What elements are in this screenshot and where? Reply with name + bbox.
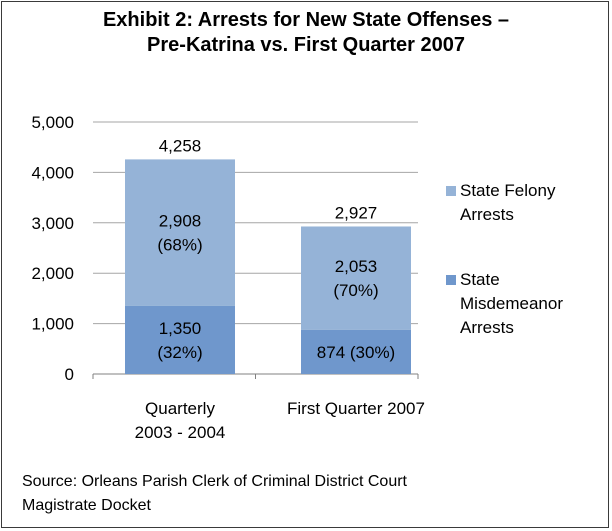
bar-segment [125,305,235,374]
x-category-label: First Quarter 2007 [287,399,425,418]
bar-data-label: (70%) [333,281,378,300]
bar-data-label: (32%) [157,343,202,362]
bar-data-label: 874 (30%) [317,343,395,362]
chart-title: Exhibit 2: Arrests for New State Offense… [0,8,612,58]
y-tick-label: 4,000 [31,163,74,182]
chart-title-line-1: Exhibit 2: Arrests for New State Offense… [102,9,510,31]
y-tick-label: 5,000 [31,113,74,132]
chart-plot: 0 1,000 2,000 3,000 4,000 5,000 1,350 (32%) 2,90… [31,113,425,442]
bar-segment [301,226,411,330]
legend-label-misdemeanor-line-1: State [460,270,500,289]
bar-data-label: 2,053 [335,257,378,276]
bar-data-label: (68%) [157,236,202,255]
bar-data-label: 1,350 [159,319,202,338]
legend-label-misdemeanor-line-2: Misdemeanor [460,294,563,313]
y-tick-label: 1,000 [31,315,74,334]
source-note-line-2: Magistrate Docket [22,497,151,514]
bar-total-label: 2,927 [335,203,378,222]
bar-total-label: 4,258 [159,136,202,155]
source-note-line-1: Source: Orleans Parish Clerk of Criminal… [22,473,407,490]
legend-label-misdemeanor-line-3: Arrests [460,318,514,337]
bar-segment [301,329,411,374]
legend-label-felony: State Felony Arrests [460,179,555,227]
chart-title-line-2: Pre-Katrina vs. First Quarter 2007 [147,34,465,56]
y-tick-label: 3,000 [31,214,74,233]
y-tick-label: 0 [65,365,74,384]
y-tick-label: 2,000 [31,264,74,283]
x-category-label: Quarterly [145,399,215,418]
source-note: Source: Orleans Parish Clerk of Criminal… [22,470,407,518]
legend-swatch-misdemeanor [446,275,456,285]
x-category-label: 2003 - 2004 [135,423,226,442]
bar-data-label: 2,908 [159,212,202,231]
bar-segment [125,159,235,306]
legend-label-felony-line-2: Arrests [460,205,514,224]
legend-swatch-felony [446,186,456,196]
legend-label-misdemeanor: State Misdemeanor Arrests [460,268,563,340]
legend-label-felony-line-1: State Felony [460,181,556,200]
